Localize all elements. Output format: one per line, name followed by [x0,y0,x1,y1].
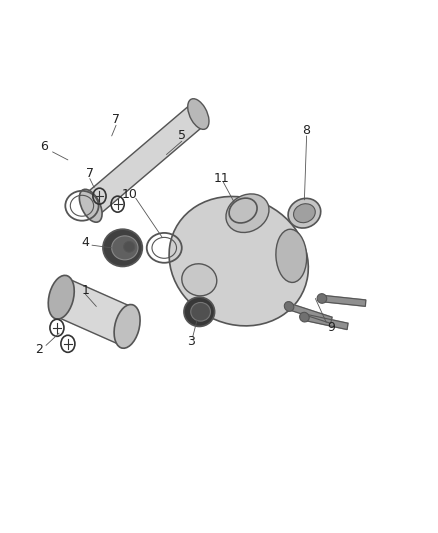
Text: 6: 6 [40,140,48,153]
Ellipse shape [188,99,209,130]
Ellipse shape [300,312,309,322]
Ellipse shape [191,303,211,321]
Ellipse shape [103,229,142,266]
Ellipse shape [288,198,321,228]
Ellipse shape [112,236,138,260]
Text: 4: 4 [81,236,89,249]
Text: 7: 7 [86,167,94,180]
Text: 5: 5 [178,130,186,142]
Ellipse shape [276,229,307,282]
Text: 3: 3 [187,335,194,348]
Ellipse shape [226,194,269,232]
Text: 2: 2 [35,343,43,356]
Text: 9: 9 [327,321,335,334]
Polygon shape [304,314,348,329]
Ellipse shape [182,264,217,296]
Polygon shape [85,103,205,217]
Polygon shape [288,303,332,324]
Ellipse shape [169,197,308,326]
Polygon shape [321,295,366,306]
Text: 10: 10 [121,188,137,201]
Ellipse shape [284,302,294,311]
Text: 7: 7 [112,114,120,126]
Polygon shape [56,278,133,345]
Text: 1: 1 [81,284,89,297]
Text: 8: 8 [303,124,311,137]
Ellipse shape [184,297,215,326]
Ellipse shape [48,276,74,319]
Text: 11: 11 [213,172,229,185]
Ellipse shape [79,189,102,222]
Ellipse shape [124,241,134,252]
Ellipse shape [114,304,140,348]
Ellipse shape [317,294,327,303]
Ellipse shape [293,204,315,223]
